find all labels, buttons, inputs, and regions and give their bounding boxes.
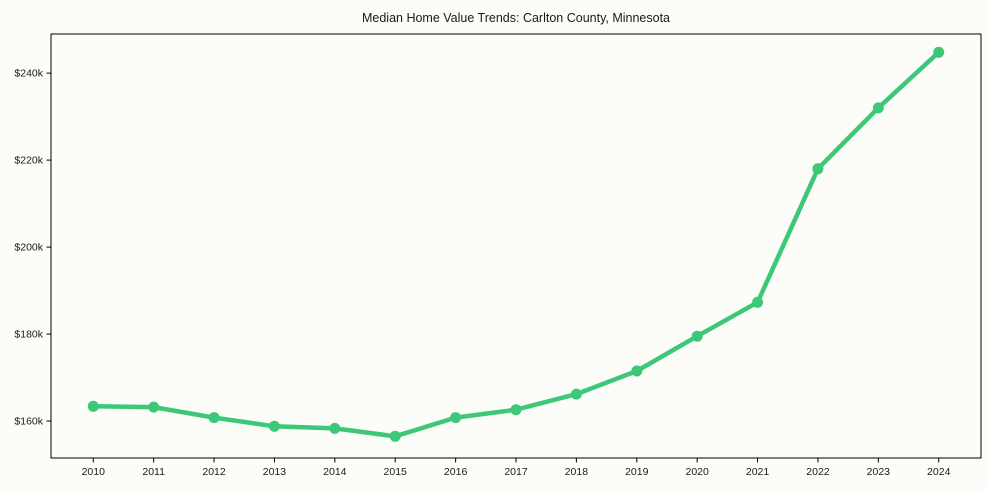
x-axis-tick-label: 2016 bbox=[444, 466, 468, 478]
data-point-marker bbox=[389, 430, 401, 442]
x-axis-tick-label: 2011 bbox=[142, 466, 165, 478]
y-axis-tick-label: $160k bbox=[14, 416, 43, 428]
plot-area: $160k $180k $200k $220k $240k 2010 2011 2012 201… bbox=[14, 33, 982, 478]
y-axis-tick-label: $200k bbox=[14, 242, 43, 254]
x-axis-tick-label: 2012 bbox=[202, 466, 226, 478]
x-axis-tick-label: 2013 bbox=[263, 466, 287, 478]
x-axis-tick-label: 2015 bbox=[384, 466, 408, 478]
x-axis-tick-label: 2023 bbox=[867, 466, 891, 478]
data-point-marker bbox=[329, 422, 341, 434]
data-point-marker bbox=[208, 412, 220, 424]
x-axis-tick-label: 2022 bbox=[806, 466, 830, 478]
data-point-marker bbox=[691, 330, 703, 342]
data-point-marker bbox=[87, 400, 99, 412]
data-point-marker bbox=[570, 388, 582, 400]
data-point-marker bbox=[933, 46, 945, 58]
data-point-marker bbox=[268, 420, 280, 432]
data-point-marker bbox=[450, 412, 462, 424]
x-axis-tick-label: 2017 bbox=[504, 466, 528, 478]
data-point-marker bbox=[752, 296, 764, 308]
data-point-marker bbox=[510, 404, 522, 416]
x-axis-tick-label: 2010 bbox=[82, 466, 106, 478]
y-axis-tick-label: $240k bbox=[14, 68, 43, 80]
x-axis-tick-label: 2019 bbox=[625, 466, 649, 478]
x-axis-tick-label: 2014 bbox=[323, 466, 347, 478]
x-axis-tick-label: 2024 bbox=[927, 466, 951, 478]
x-axis-tick-label: 2018 bbox=[565, 466, 589, 478]
chart-title: Median Home Value Trends: Carlton County… bbox=[362, 11, 670, 25]
data-point-marker bbox=[812, 163, 824, 175]
data-point-marker bbox=[631, 365, 643, 377]
data-point-marker bbox=[148, 401, 160, 413]
x-axis-tick-label: 2020 bbox=[685, 466, 709, 478]
data-point-marker bbox=[872, 102, 884, 114]
y-axis-tick-label: $220k bbox=[14, 155, 43, 167]
y-axis-tick-label: $180k bbox=[14, 329, 43, 341]
x-axis-tick-label: 2021 bbox=[746, 466, 770, 478]
